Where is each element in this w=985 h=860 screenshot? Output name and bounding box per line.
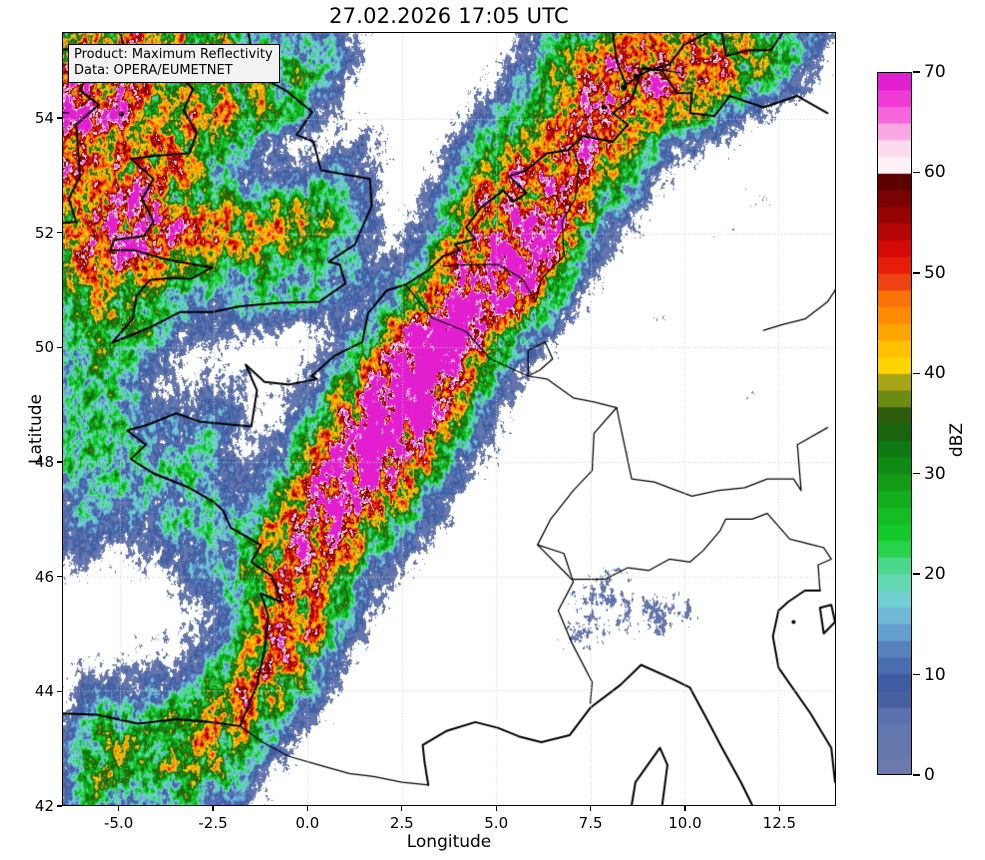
colorbar-gradient <box>878 73 911 774</box>
y-axis-title: Latitude <box>26 394 46 464</box>
y-tick-mark <box>57 805 62 807</box>
colorbar-title: dBZ <box>947 422 967 458</box>
annotation-data-line: Data: OPERA/EUMETNET <box>74 62 233 78</box>
x-tick-mark <box>118 806 120 811</box>
colorbar <box>877 72 912 775</box>
x-tick-label: 2.5 <box>389 814 414 832</box>
colorbar-tick-label: 0 <box>924 765 935 785</box>
colorbar-tick-label: 30 <box>924 463 946 484</box>
y-tick-label: 46 <box>34 567 54 586</box>
colorbar-tick-label: 70 <box>924 62 946 82</box>
colorbar-tick-label: 50 <box>924 262 946 283</box>
colorbar-tick-mark <box>913 573 920 575</box>
colorbar-tick-mark <box>913 673 920 676</box>
grid-layer <box>63 33 835 805</box>
y-tick-mark <box>57 117 62 119</box>
y-tick-label: 42 <box>34 797 54 815</box>
annotation-product-line: Product: Maximum Reflectivity <box>74 47 273 62</box>
colorbar-tick-label: 60 <box>924 162 946 183</box>
colorbar-tick-label: 10 <box>924 664 946 685</box>
x-tick-label: 7.5 <box>578 814 603 832</box>
colorbar-tick-mark <box>913 372 920 374</box>
y-tick-mark <box>57 461 62 463</box>
x-tick-label: -2.5 <box>198 814 228 832</box>
y-tick-mark <box>57 346 62 348</box>
colorbar-tick-mark <box>913 774 920 776</box>
colorbar-tick-label: 20 <box>924 564 946 585</box>
x-tick-mark <box>495 806 497 811</box>
colorbar-tick-mark <box>913 71 920 73</box>
y-tick-label: 48 <box>34 453 54 471</box>
x-tick-mark <box>778 806 780 811</box>
y-tick-label: 52 <box>34 223 54 242</box>
y-tick-label: 54 <box>34 109 54 127</box>
colorbar-tick-mark <box>913 171 920 174</box>
x-axis-title: Longitude <box>406 832 492 852</box>
x-tick-mark <box>589 806 592 811</box>
figure-title: 27.02.2026 17:05 UTC <box>329 4 569 28</box>
colorbar-tick-mark <box>913 272 920 274</box>
product-annotation-box: Product: Maximum Reflectivity Data: OPER… <box>68 44 280 83</box>
x-tick-mark <box>401 806 403 811</box>
x-tick-mark <box>306 806 308 811</box>
y-tick-mark <box>57 232 62 234</box>
x-tick-label: 0.0 <box>295 814 320 832</box>
y-tick-label: 50 <box>34 338 54 357</box>
x-tick-mark <box>684 806 686 811</box>
x-tick-label: 5.0 <box>484 814 509 832</box>
x-tick-mark <box>212 806 214 811</box>
colorbar-tick-mark <box>913 473 920 475</box>
x-tick-label: -5.0 <box>103 814 134 832</box>
y-tick-mark <box>57 576 62 578</box>
x-tick-label: 10.0 <box>668 814 702 832</box>
colorbar-tick-label: 40 <box>924 363 946 384</box>
y-tick-label: 44 <box>34 682 54 701</box>
map-plot-area[interactable] <box>62 32 836 806</box>
x-tick-label: 12.5 <box>762 814 797 832</box>
y-tick-mark <box>57 690 62 692</box>
